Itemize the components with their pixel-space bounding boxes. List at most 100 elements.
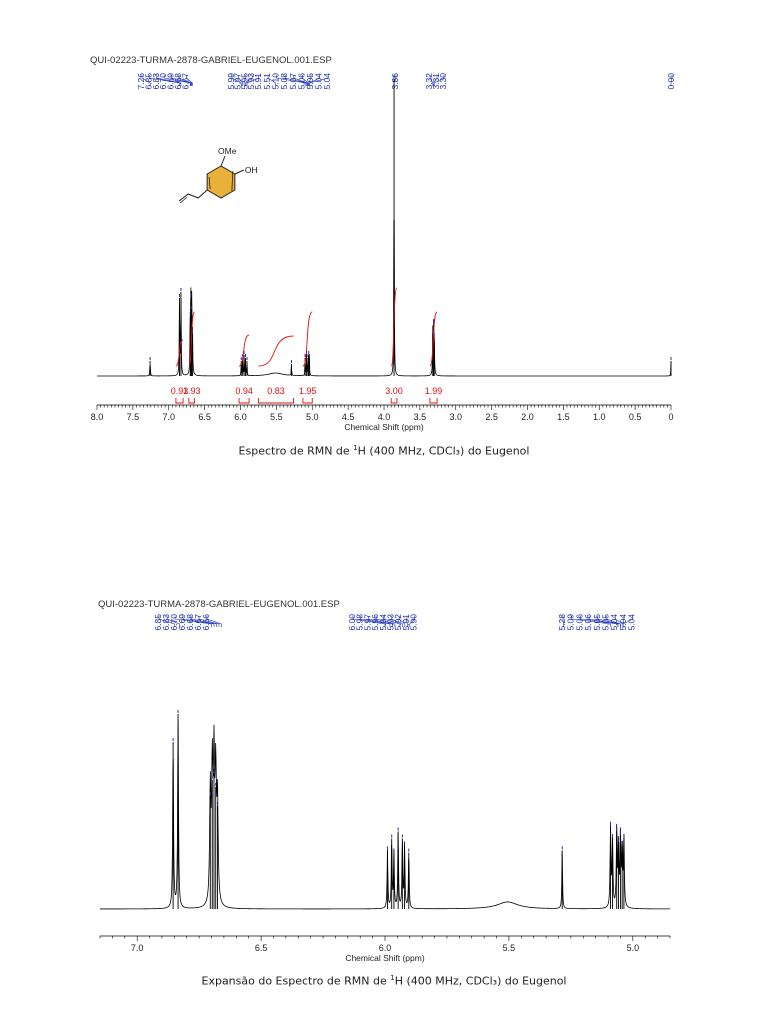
integral-curve bbox=[188, 311, 196, 367]
peak-label: 6.66 bbox=[201, 614, 211, 631]
peak-label-connector bbox=[163, 75, 191, 86]
peak-label: 5.91 bbox=[401, 614, 411, 631]
peak-label-connector bbox=[622, 616, 633, 627]
peak-label-connector bbox=[293, 75, 308, 86]
ring-double-bond bbox=[231, 170, 234, 192]
x-tick-label: 5.0 bbox=[306, 412, 319, 422]
peak-label: 6.68 bbox=[173, 73, 183, 90]
integral-value: 1.99 bbox=[425, 386, 443, 396]
peak-label: 6.85 bbox=[143, 73, 153, 90]
integral-curve bbox=[238, 334, 250, 367]
ome-bond bbox=[220, 155, 226, 167]
peak-label: 6.00 bbox=[347, 614, 357, 631]
bottom-caption: Expansão do Espectro de RMN de 1H (400 M… bbox=[0, 974, 768, 988]
peak-label-connector bbox=[429, 75, 434, 86]
peak-label: 5.06 bbox=[574, 614, 584, 631]
peak-label: 7.26 bbox=[136, 73, 146, 90]
allyl-double-bond bbox=[179, 196, 188, 204]
x-tick-label: 6.5 bbox=[198, 412, 211, 422]
x-tick-label: 6.0 bbox=[234, 412, 247, 422]
oh-label: OH bbox=[245, 165, 258, 175]
peak-label-connector bbox=[186, 75, 193, 86]
peak-label-connector bbox=[231, 75, 242, 86]
integral-curve bbox=[258, 335, 294, 367]
peak-label: 6.69 bbox=[166, 73, 176, 90]
allyl-chain bbox=[178, 189, 208, 202]
x-tick-label: 6.0 bbox=[379, 943, 392, 953]
peak-label-connector bbox=[375, 616, 396, 627]
peak-label-connector bbox=[156, 75, 182, 86]
peak-label: 5.08 bbox=[279, 73, 289, 90]
oh-bond bbox=[234, 169, 245, 175]
peak-label-connector bbox=[309, 75, 329, 86]
peak-label-connector bbox=[246, 75, 260, 86]
integral-bracket bbox=[188, 398, 196, 404]
peak-label: 5.99 bbox=[226, 73, 236, 90]
peak-label: 5.97 bbox=[362, 614, 372, 631]
x-tick-label: 5.5 bbox=[270, 412, 283, 422]
x-tick-label: 3.5 bbox=[414, 412, 427, 422]
peak-label-connector bbox=[398, 616, 406, 627]
peak-label-connector bbox=[166, 616, 180, 627]
peak-label-connector bbox=[245, 75, 253, 86]
integral-value: 0.94 bbox=[235, 386, 253, 396]
x-tick-label: 5.5 bbox=[503, 943, 516, 953]
benzene-ring bbox=[206, 165, 236, 199]
peak-label: 5.04 bbox=[314, 73, 324, 90]
peak-label: 5.04 bbox=[609, 614, 619, 631]
peak-label: 5.94 bbox=[378, 614, 388, 631]
peak-label: 5.05 bbox=[305, 73, 315, 90]
peak-label-connector bbox=[588, 616, 619, 627]
x-axis-label: Chemical Shift (ppm) bbox=[345, 953, 425, 963]
peak-label: 6.67 bbox=[193, 614, 203, 631]
integral-value: 0.83 bbox=[267, 386, 285, 396]
peak-label-connector bbox=[433, 75, 438, 86]
peak-label-connector bbox=[409, 616, 415, 627]
integral: 0.93 bbox=[171, 339, 188, 404]
peak-label-connector bbox=[391, 616, 403, 627]
peak-label: 6.67 bbox=[180, 73, 190, 90]
peak-label: 6.83 bbox=[151, 73, 161, 90]
peak-label: 5.98 bbox=[355, 614, 365, 631]
peak-label: 5.91 bbox=[253, 73, 263, 90]
ring-double-bond bbox=[208, 176, 211, 190]
peak-label: 5.04 bbox=[627, 614, 637, 631]
peak-label: 5.97 bbox=[233, 73, 243, 90]
x-tick-label: 8.0 bbox=[91, 412, 104, 422]
peak-label-connector bbox=[571, 616, 611, 627]
peak-label-connector bbox=[158, 616, 175, 627]
peak-label-connector bbox=[302, 75, 309, 86]
x-tick-label: 4.0 bbox=[378, 412, 391, 422]
integral: 1.95 bbox=[299, 311, 316, 404]
peak-label-connector bbox=[178, 75, 193, 86]
integral: 1.93 bbox=[183, 311, 200, 404]
x-tick-label: 7.5 bbox=[127, 412, 140, 422]
peak-label: 5.05 bbox=[601, 614, 611, 631]
expansion-spectrum-plot: QUI-02223-TURMA-2878-GABRIEL-EUGENOL.001… bbox=[98, 599, 671, 963]
integral-bracket bbox=[390, 398, 398, 404]
x-tick-label: 5.0 bbox=[627, 943, 640, 953]
peak-label: 5.04 bbox=[618, 614, 628, 631]
x-tick-label: 7.0 bbox=[131, 943, 144, 953]
peak-label: 6.83 bbox=[161, 614, 171, 631]
integral: 1.99 bbox=[425, 311, 443, 404]
peak-label-connector bbox=[174, 616, 212, 627]
peak-label: 6.70 bbox=[169, 614, 179, 631]
peak-label: 5.04 bbox=[322, 73, 332, 90]
peak-label: 5.90 bbox=[409, 614, 419, 631]
peak-label: 6.70 bbox=[158, 73, 168, 90]
integral-curve bbox=[302, 311, 313, 367]
x-tick-label: 6.5 bbox=[255, 943, 268, 953]
peak-label: 3.32 bbox=[424, 73, 434, 90]
x-tick-label: 4.5 bbox=[342, 412, 355, 422]
top-caption-start: Espectro de RMN de bbox=[238, 444, 354, 458]
peak-label: 5.92 bbox=[393, 614, 403, 631]
peak-label-connector bbox=[141, 75, 151, 86]
top-caption-end: H (400 MHz, CDCl₃) do Eugenol bbox=[357, 444, 530, 458]
top-caption-superscript: 1 bbox=[353, 444, 358, 452]
spectrum-header: QUI-02223-TURMA-2878-GABRIEL-EUGENOL.001… bbox=[98, 599, 340, 610]
peak-label: 6.68 bbox=[185, 614, 195, 631]
x-tick-label: 0 bbox=[668, 412, 673, 422]
integral-bracket bbox=[302, 398, 313, 404]
